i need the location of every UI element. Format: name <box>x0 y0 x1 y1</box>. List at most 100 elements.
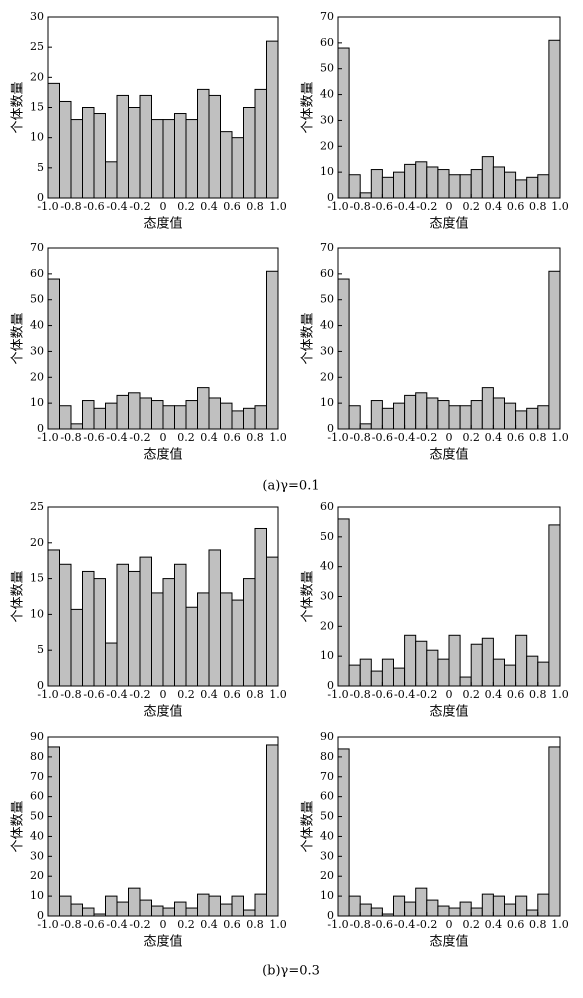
bar <box>348 405 361 430</box>
bar <box>437 169 450 199</box>
x-tick-label: 0.6 <box>223 200 241 213</box>
y-tick-label: 20 <box>30 869 44 882</box>
x-axis-label: 态度值 <box>429 934 468 950</box>
bar <box>59 895 72 917</box>
bar <box>151 400 164 430</box>
y-tick-label: 50 <box>320 293 334 306</box>
x-tick-label: -1.0 <box>327 431 348 444</box>
y-tick-label: 25 <box>30 40 44 53</box>
x-tick-label: -1.0 <box>327 918 348 931</box>
bar <box>82 907 95 917</box>
bar <box>254 893 267 917</box>
bar <box>459 174 472 199</box>
bar <box>470 907 483 917</box>
bar <box>231 410 244 430</box>
x-tick-label: 1.0 <box>269 200 287 213</box>
bar <box>231 137 244 199</box>
y-tick-label: 30 <box>30 344 44 357</box>
bar <box>359 423 372 430</box>
bar <box>370 169 383 199</box>
bar <box>437 658 450 687</box>
y-tick-label: 40 <box>30 319 44 332</box>
bar <box>231 599 244 687</box>
bar <box>448 174 461 199</box>
bar <box>162 907 175 917</box>
x-tick-label: 1.0 <box>551 918 569 931</box>
bar <box>266 270 279 430</box>
caption: (a)γ=0.1 <box>262 479 319 494</box>
x-tick-label: -0.2 <box>129 200 150 213</box>
bar <box>393 895 406 917</box>
bar <box>548 524 561 687</box>
y-tick-label: 30 <box>320 590 334 603</box>
bar <box>437 905 450 917</box>
x-tick-label: 0.2 <box>462 688 480 701</box>
bar <box>459 676 472 687</box>
y-tick-label: 60 <box>320 36 334 49</box>
y-tick-label: 40 <box>320 829 334 842</box>
y-axis-label: 个体数量 <box>301 800 316 852</box>
bar <box>105 402 118 430</box>
bar <box>515 410 528 430</box>
bar <box>254 527 267 687</box>
bar <box>393 171 406 199</box>
x-tick-label: -0.8 <box>60 200 81 213</box>
y-tick-label: 30 <box>30 10 44 23</box>
y-axis-label: 个体数量 <box>301 312 316 364</box>
bar <box>220 131 233 199</box>
x-tick-label: 0.6 <box>507 688 525 701</box>
x-axis-label: 态度值 <box>143 704 182 720</box>
bar <box>128 570 141 687</box>
y-tick-label: 10 <box>320 889 334 902</box>
bar <box>47 549 60 687</box>
x-tick-label: -0.4 <box>106 431 127 444</box>
bar <box>185 400 198 430</box>
bar <box>404 634 417 687</box>
x-tick-label: -0.4 <box>106 918 127 931</box>
bar <box>537 661 550 687</box>
x-tick-label: -0.6 <box>372 688 393 701</box>
bar <box>82 400 95 430</box>
x-tick-label: -1.0 <box>37 688 58 701</box>
bar <box>492 658 505 687</box>
x-tick-label: 0.2 <box>177 688 195 701</box>
bar <box>481 637 494 687</box>
x-tick-label: 0.6 <box>223 688 241 701</box>
x-tick-label: -0.4 <box>106 200 127 213</box>
y-axis-label: 个体数量 <box>11 570 26 622</box>
bar <box>492 166 505 199</box>
bar <box>470 643 483 687</box>
bar <box>370 670 383 687</box>
x-tick-label: 0.4 <box>200 200 218 213</box>
bar <box>151 119 164 199</box>
x-tick-label: -0.8 <box>350 688 371 701</box>
bar <box>162 119 175 199</box>
x-tick-label: 0.2 <box>177 431 195 444</box>
bar <box>254 405 267 430</box>
bar <box>220 402 233 430</box>
y-tick-label: 15 <box>30 101 44 114</box>
axes-frame <box>337 736 561 917</box>
y-tick-label: 40 <box>320 560 334 573</box>
bar <box>359 903 372 917</box>
bar <box>243 909 256 917</box>
y-tick-label: 50 <box>30 810 44 823</box>
y-tick-label: 0 <box>37 679 44 692</box>
bar <box>116 901 129 917</box>
x-tick-label: -0.4 <box>394 918 415 931</box>
bar <box>470 400 483 430</box>
bar <box>139 94 152 199</box>
x-tick-label: 0.6 <box>507 918 525 931</box>
y-tick-label: 0 <box>327 422 334 435</box>
bar <box>243 107 256 199</box>
bar <box>381 176 394 199</box>
x-tick-label: -0.6 <box>372 200 393 213</box>
x-tick-label: 0.8 <box>246 688 264 701</box>
bar <box>492 397 505 430</box>
x-tick-label: 0.8 <box>246 918 264 931</box>
x-tick-label: -0.6 <box>83 431 104 444</box>
x-tick-label: 0.6 <box>507 200 525 213</box>
x-tick-label: 0.4 <box>200 918 218 931</box>
x-tick-label: 0.4 <box>485 688 503 701</box>
bar <box>515 634 528 687</box>
